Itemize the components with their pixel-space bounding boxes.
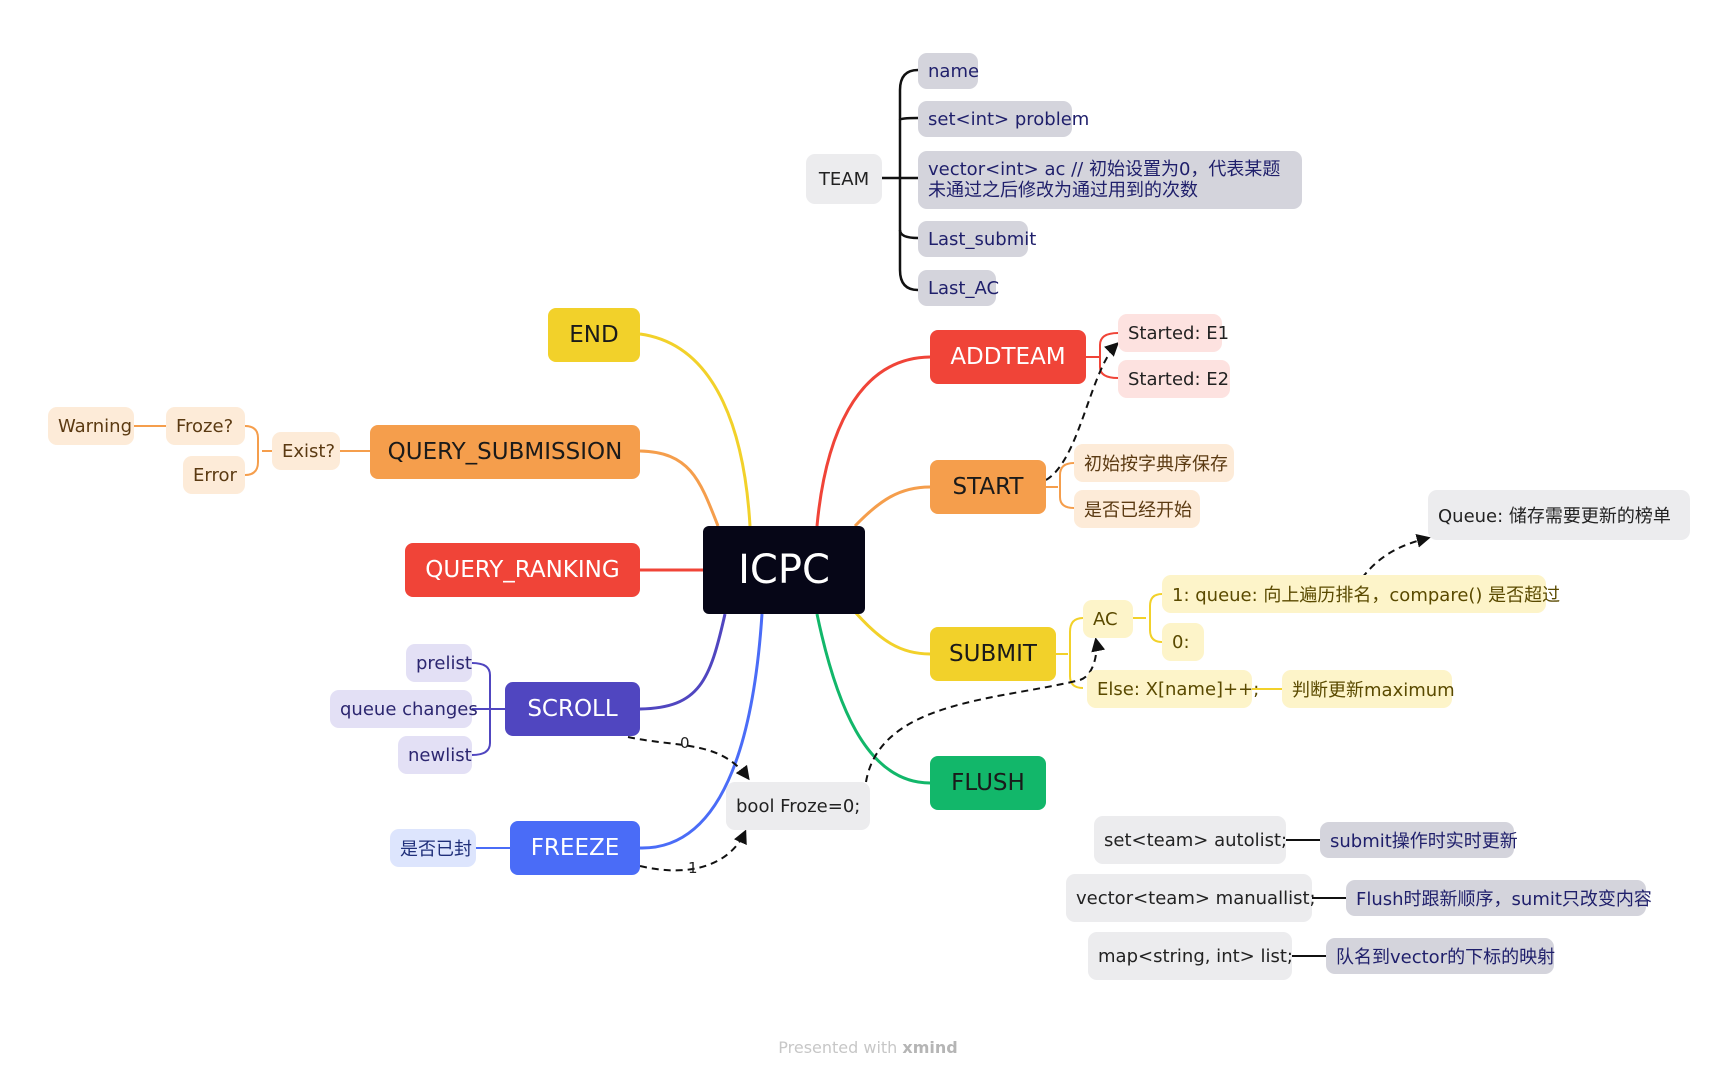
central-topic[interactable]: ICPC xyxy=(703,526,865,614)
team-field-last-ac[interactable]: Last_AC xyxy=(918,270,999,306)
scroll-prelist[interactable]: prelist xyxy=(406,644,472,682)
floating-manuallist[interactable]: vector<team> manuallist; xyxy=(1066,874,1316,922)
addteam-started-e1[interactable]: Started: E1 xyxy=(1118,314,1229,352)
floating-list[interactable]: map<string, int> list; xyxy=(1088,932,1293,980)
link-submit xyxy=(853,611,931,656)
relation-scroll-froze xyxy=(627,736,750,781)
topic-query-submission[interactable]: QUERY_SUBMISSION xyxy=(370,425,640,479)
topic-team[interactable]: TEAM xyxy=(806,154,882,204)
topic-start[interactable]: START xyxy=(930,460,1046,514)
team-field-ac[interactable]: vector<int> ac // 初始设置为0，代表某题未通过之后修改为通过用… xyxy=(918,151,1302,209)
topic-submit[interactable]: SUBMIT xyxy=(930,627,1056,681)
team-bracket xyxy=(898,68,919,292)
scroll-queue-changes[interactable]: queue changes xyxy=(330,690,478,728)
query-submission-error[interactable]: Error xyxy=(183,456,245,494)
topic-end[interactable]: END xyxy=(548,308,640,362)
team-field-name[interactable]: name xyxy=(918,53,979,89)
relation-label-1: 1 xyxy=(688,859,698,877)
relation-ac1-queue xyxy=(1361,533,1431,579)
footer-credit: Presented with xmind xyxy=(0,1038,1736,1057)
team-field-last-submit[interactable]: Last_submit xyxy=(918,221,1036,257)
submit-ac-1[interactable]: 1: queue: 向上遍历排名，compare() 是否超过 xyxy=(1162,575,1560,613)
link-addteam xyxy=(815,355,931,527)
query-submission-warning[interactable]: Warning xyxy=(48,407,134,445)
floating-manuallist-note[interactable]: Flush时跟新顺序，sumit只改变内容 xyxy=(1346,880,1652,916)
topic-scroll[interactable]: SCROLL xyxy=(505,682,640,736)
topic-query-ranking[interactable]: QUERY_RANKING xyxy=(405,543,640,597)
submit-ac-0[interactable]: 0: xyxy=(1162,623,1204,661)
froze-variable[interactable]: bool Froze=0; xyxy=(726,782,870,830)
start-child-lexicographic[interactable]: 初始按字典序保存 xyxy=(1074,444,1234,482)
topic-addteam[interactable]: ADDTEAM xyxy=(930,330,1086,384)
link-scroll xyxy=(639,613,727,711)
link-freeze xyxy=(639,613,764,850)
relation-start-e1 xyxy=(1045,342,1120,481)
floating-autolist[interactable]: set<team> autolist; xyxy=(1094,816,1287,864)
start-child-started[interactable]: 是否已经开始 xyxy=(1074,490,1200,528)
team-field-problem[interactable]: set<int> problem xyxy=(918,101,1089,137)
submit-ac[interactable]: AC xyxy=(1083,600,1133,638)
relation-froze-submit xyxy=(865,637,1106,783)
relation-label-0: 0 xyxy=(680,734,690,752)
link-end xyxy=(639,332,752,527)
query-submission-froze[interactable]: Froze? xyxy=(166,407,245,445)
freeze-is-frozen[interactable]: 是否已封 xyxy=(390,829,476,867)
footer-prefix: Presented with xyxy=(778,1038,898,1057)
submit-else[interactable]: Else: X[name]++; xyxy=(1087,670,1259,708)
topic-flush[interactable]: FLUSH xyxy=(930,756,1046,810)
relation-freeze-froze xyxy=(639,829,747,872)
submit-else-maximum[interactable]: 判断更新maximum xyxy=(1282,670,1455,708)
floating-list-note[interactable]: 队名到vector的下标的映射 xyxy=(1326,938,1555,974)
link-start xyxy=(853,485,931,528)
floating-autolist-note[interactable]: submit操作时实时更新 xyxy=(1320,822,1518,858)
queue-note[interactable]: Queue: 储存需要更新的榜单 xyxy=(1428,490,1690,540)
link-query-submission xyxy=(639,449,720,527)
scroll-newlist[interactable]: newlist xyxy=(398,736,472,774)
addteam-started-e2[interactable]: Started: E2 xyxy=(1118,360,1230,398)
topic-freeze[interactable]: FREEZE xyxy=(510,821,640,875)
footer-brand: xmind xyxy=(902,1038,958,1057)
link-flush xyxy=(815,613,931,785)
query-submission-exist[interactable]: Exist? xyxy=(272,432,340,470)
